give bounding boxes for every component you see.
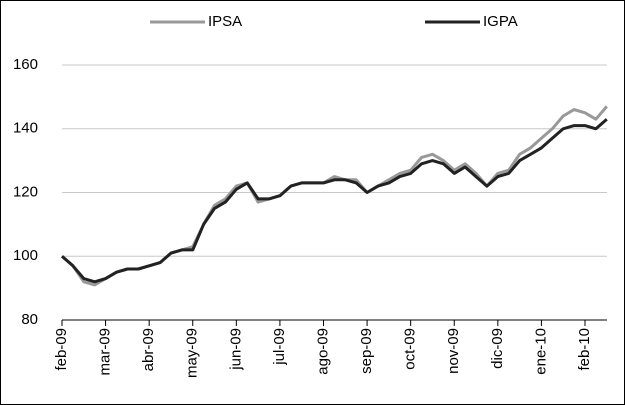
x-tick-label: sep-09	[358, 328, 375, 374]
y-tick-label: 120	[13, 183, 38, 200]
x-tick-label: dic-09	[489, 328, 506, 369]
x-tick-label: mar-09	[97, 328, 114, 376]
legend-label: IPSA	[208, 13, 242, 30]
x-tick-label: jul-09	[271, 328, 288, 366]
x-tick-label: abr-09	[140, 328, 157, 371]
y-tick-label: 80	[21, 311, 38, 328]
x-tick-label: jun-09	[227, 328, 244, 371]
line-series	[61, 118, 608, 284]
y-tick-label: 160	[13, 56, 38, 73]
y-tick-label: 100	[13, 247, 38, 264]
x-tick-label: ago-09	[314, 328, 331, 375]
x-tick-label: feb-09	[53, 328, 70, 371]
legend-label: IGPA	[483, 13, 518, 30]
x-tick-label: oct-09	[402, 328, 419, 370]
x-tick-label: may-09	[184, 328, 201, 378]
x-tick-label: nov-09	[445, 328, 462, 374]
x-tick-label: feb-10	[576, 328, 593, 371]
y-tick-label: 140	[13, 120, 38, 137]
x-tick-label: ene-10	[532, 328, 549, 375]
